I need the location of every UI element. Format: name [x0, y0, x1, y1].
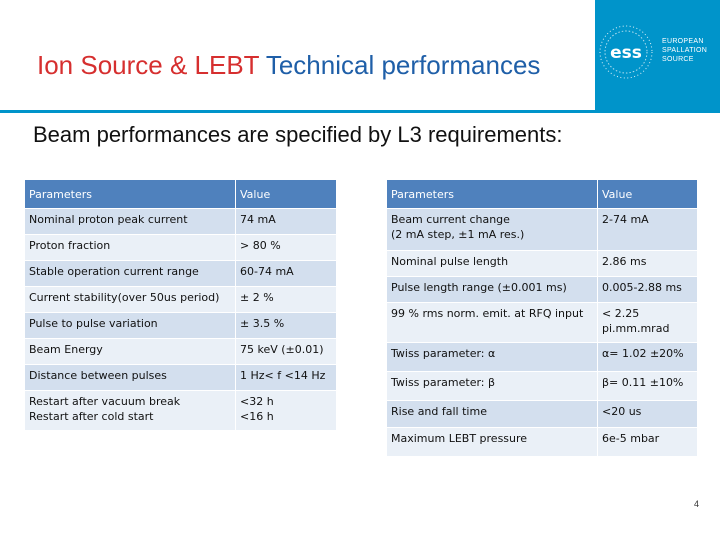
value-cell: 75 keV (±0.01) — [235, 338, 337, 365]
right-parameters-table: Parameters Value Beam current change (2 … — [386, 179, 698, 457]
parameter-cell: Pulse to pulse variation — [24, 312, 236, 339]
logo-text: EUROPEAN SPALLATION SOURCE — [662, 37, 707, 64]
title-highlight: Ion Source & LEBT — [37, 50, 260, 80]
title-rest: Technical performances — [259, 50, 541, 80]
value-cell: 2.86 ms — [597, 250, 698, 277]
parameter-cell: Twiss parameter: α — [386, 342, 598, 372]
header-band: Ion Source & LEBT Technical performances… — [0, 0, 720, 113]
table-row: Twiss parameter: α α= 1.02 ±20% — [386, 342, 698, 372]
parameter-cell: 99 % rms norm. emit. at RFQ input — [386, 302, 598, 343]
table-row: Stable operation current range 60-74 mA — [24, 260, 337, 287]
table-row: Rise and fall time <20 us — [386, 400, 698, 428]
table-row: Nominal pulse length 2.86 ms — [386, 250, 698, 277]
parameter-cell: Maximum LEBT pressure — [386, 427, 598, 457]
parameter-cell: Beam current change (2 mA step, ±1 mA re… — [386, 208, 598, 251]
logo-line-2: SPALLATION — [662, 47, 708, 54]
value-cell: 2-74 mA — [597, 208, 698, 251]
logo-line-1: EUROPEAN — [662, 38, 704, 45]
value-cell: ± 3.5 % — [235, 312, 337, 339]
parameter-cell: Restart after vacuum break Restart after… — [24, 390, 236, 431]
left-parameters-table: Parameters Value Nominal proton peak cur… — [24, 179, 337, 431]
ess-logo: ess EUROPEAN SPALLATION SOURCE — [596, 22, 720, 82]
parameter-cell: Current stability(over 50us period) — [24, 286, 236, 313]
value-cell: 74 mA — [235, 208, 337, 235]
logo-line-3: SOURCE — [662, 56, 694, 63]
value-cell: 0.005-2.88 ms — [597, 276, 698, 303]
table-row: Proton fraction > 80 % — [24, 234, 337, 261]
parameter-cell: Twiss parameter: β — [386, 371, 598, 401]
parameter-cell: Nominal proton peak current — [24, 208, 236, 235]
table-row: Beam Energy 75 keV (±0.01) — [24, 338, 337, 365]
subtitle: Beam performances are specified by L3 re… — [33, 122, 563, 147]
table-row: Restart after vacuum break Restart after… — [24, 390, 337, 431]
ess-logo-mark-icon: ess — [599, 25, 653, 79]
column-header-parameters: Parameters — [386, 179, 598, 209]
table-row: Twiss parameter: β β= 0.11 ±10% — [386, 371, 698, 401]
table-header-row: Parameters Value — [386, 179, 698, 209]
column-header-value: Value — [597, 179, 698, 209]
value-cell: 6e-5 mbar — [597, 427, 698, 457]
parameter-cell: Nominal pulse length — [386, 250, 598, 277]
column-header-parameters: Parameters — [24, 179, 236, 209]
value-cell: β= 0.11 ±10% — [597, 371, 698, 401]
value-cell: 1 Hz< f <14 Hz — [235, 364, 337, 391]
table-row: Current stability(over 50us period) ± 2 % — [24, 286, 337, 313]
value-cell: 60-74 mA — [235, 260, 337, 287]
parameter-cell: Pulse length range (±0.001 ms) — [386, 276, 598, 303]
parameter-cell: Beam Energy — [24, 338, 236, 365]
parameter-cell: Stable operation current range — [24, 260, 236, 287]
table-row: Distance between pulses 1 Hz< f <14 Hz — [24, 364, 337, 391]
title-area: Ion Source & LEBT Technical performances — [0, 0, 595, 110]
table-row: Maximum LEBT pressure 6e-5 mbar — [386, 427, 698, 457]
table-header-row: Parameters Value — [24, 179, 337, 209]
page-number: 4 — [694, 499, 700, 509]
table-row: Pulse to pulse variation ± 3.5 % — [24, 312, 337, 339]
parameter-cell: Proton fraction — [24, 234, 236, 261]
column-header-value: Value — [235, 179, 337, 209]
value-cell: ± 2 % — [235, 286, 337, 313]
value-cell: α= 1.02 ±20% — [597, 342, 698, 372]
parameter-cell: Rise and fall time — [386, 400, 598, 428]
svg-text:ess: ess — [610, 43, 642, 63]
table-row: Beam current change (2 mA step, ±1 mA re… — [386, 208, 698, 251]
value-cell: <32 h <16 h — [235, 390, 337, 431]
value-cell: <20 us — [597, 400, 698, 428]
table-row: Pulse length range (±0.001 ms) 0.005-2.88… — [386, 276, 698, 303]
table-row: Nominal proton peak current 74 mA — [24, 208, 337, 235]
parameter-cell: Distance between pulses — [24, 364, 236, 391]
table-row: 99 % rms norm. emit. at RFQ input < 2.25 … — [386, 302, 698, 343]
page-title: Ion Source & LEBT Technical performances — [37, 50, 540, 81]
value-cell: > 80 % — [235, 234, 337, 261]
value-cell: < 2.25 pi.mm.mrad — [597, 302, 698, 343]
